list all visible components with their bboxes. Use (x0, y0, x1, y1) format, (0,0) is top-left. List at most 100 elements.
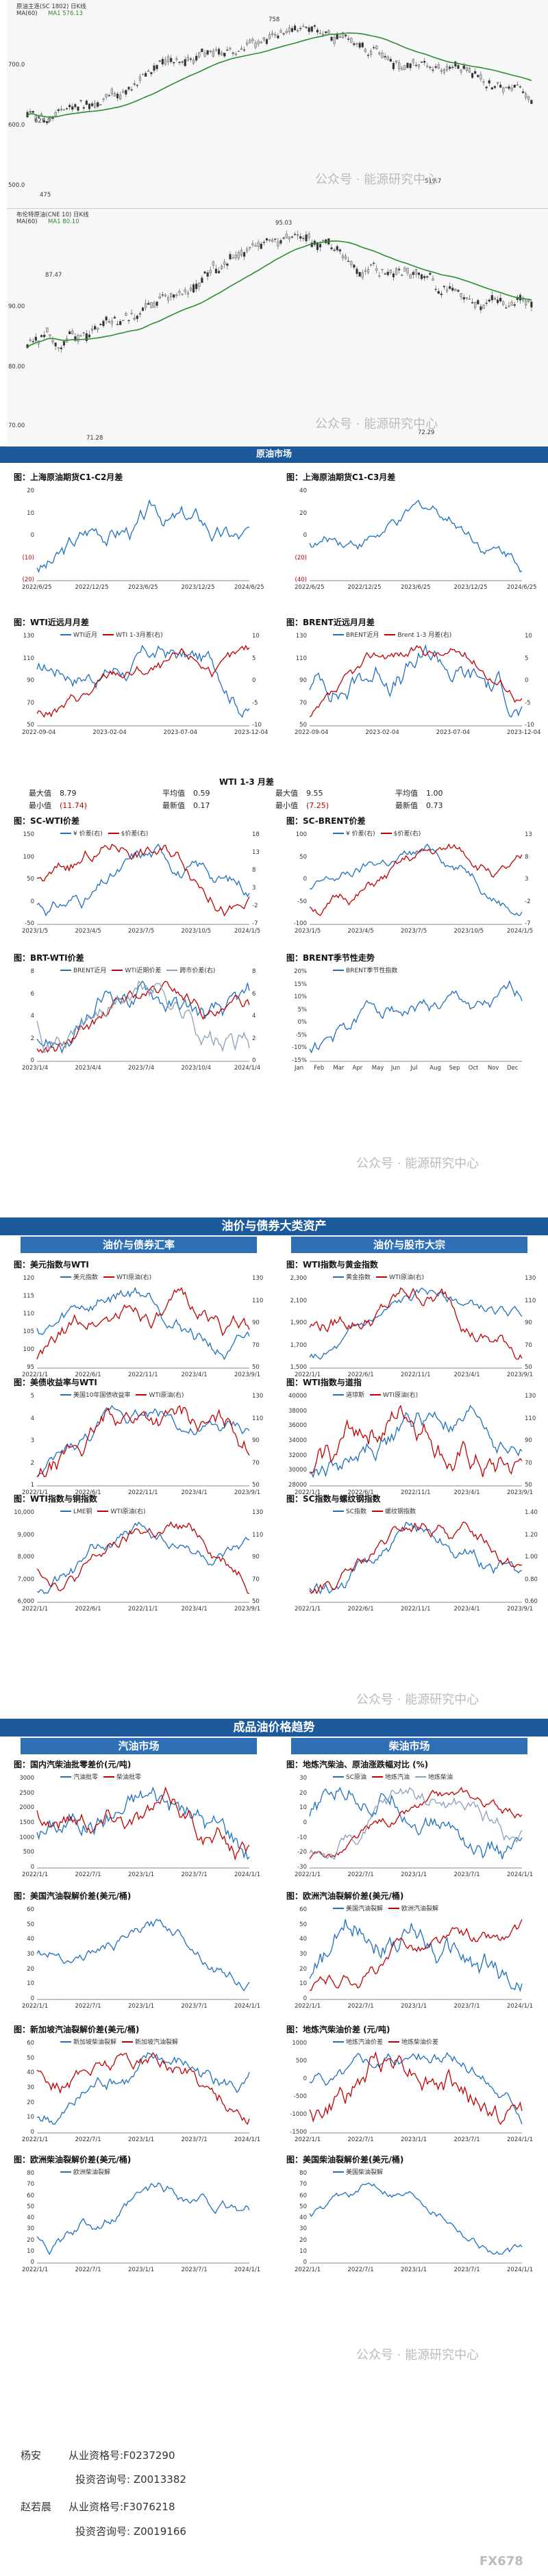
candle-body (94, 103, 97, 108)
legend-swatch (60, 1276, 71, 1278)
stat-value: 0.59 (193, 788, 210, 798)
candle-body (46, 121, 49, 123)
x-tick-label: 2023/4/1 (453, 1372, 480, 1378)
candle-body (192, 60, 195, 64)
y-tick-label: 50 (27, 722, 34, 729)
series-line (309, 843, 523, 916)
candle-body (88, 334, 91, 338)
y2-tick-label: 6 (252, 990, 256, 998)
kline-ma-val: MA1 576.13 (48, 10, 83, 17)
y2-tick-label: 0 (525, 677, 529, 684)
legend-swatch (372, 1776, 383, 1778)
candle-body (386, 56, 389, 60)
x-tick-label: 2022/1/1 (295, 1871, 321, 1878)
candle-body (293, 25, 297, 31)
candle-body (77, 106, 79, 111)
candle-body (214, 49, 218, 51)
legend-swatch (103, 633, 114, 635)
kline2-head: 布伦特原油(CNE 10) 日K线 (16, 212, 89, 218)
candle-body (297, 30, 299, 31)
y-tick-label: 4 (30, 1415, 34, 1422)
candle-body (254, 245, 257, 247)
candle-body (262, 242, 265, 243)
y2-tick-label: 50 (252, 1364, 260, 1371)
candle-body (451, 288, 454, 291)
x-tick-label: 2023/1/1 (401, 2266, 427, 2273)
x-tick-label: 2024/1/1 (507, 1871, 534, 1878)
y-tick-label: 20 (27, 2099, 34, 2106)
y-tick-label: 0 (303, 532, 307, 539)
chart-title: 图：WTI近远月月差 (14, 618, 89, 627)
candle-body (401, 275, 403, 276)
candle-body (440, 293, 443, 295)
chart-plot (36, 1786, 250, 1869)
chart-legend: 道琼斯 WTI原油(右) (327, 1390, 418, 1399)
y-tick-label: 60 (299, 2192, 307, 2199)
candle-body (265, 39, 269, 45)
ma-line (27, 240, 532, 349)
candle-body (381, 53, 384, 58)
candle-body (432, 69, 434, 71)
chart-plot (309, 2182, 523, 2264)
candle-body (60, 347, 62, 349)
legend-swatch (60, 633, 71, 635)
y-tick-label: 34000 (288, 1437, 307, 1444)
candle-body (65, 108, 68, 110)
candle-body (322, 240, 325, 242)
chart-title: 图：欧洲汽油裂解价差(美元/桶) (286, 1891, 404, 1901)
y2-tick-label: 50 (525, 1482, 532, 1489)
legend-swatch (370, 1393, 382, 1396)
candle-body (471, 73, 474, 78)
chart-title: 图：地炼汽柴油、原油涨跌幅对比 (%) (286, 1760, 429, 1769)
x-tick-label: 2023/4/5 (75, 928, 101, 935)
candle-body (201, 48, 203, 53)
chart-title: 图：美债收益率与WTI (14, 1378, 97, 1387)
stats-title: WTI 1-3 月差 (219, 777, 274, 787)
x-tick-label: 2024/1/1 (234, 2136, 261, 2143)
candle-body (369, 51, 373, 55)
candle-body (288, 27, 290, 32)
candle-body (395, 268, 398, 275)
candle-body (242, 49, 246, 51)
y2-tick-label: 90 (525, 1437, 532, 1444)
y-tick-label: 10 (299, 1980, 307, 1988)
candle-body (406, 268, 409, 274)
y-tick-label: -15% (292, 1057, 307, 1064)
candle-body (113, 316, 116, 319)
x-tick-label: 2023/1/1 (401, 2136, 427, 2143)
candle-body (116, 324, 119, 325)
y2-tick-label: 0 (252, 677, 256, 684)
legend-label: 新加坡汽油裂解 (135, 2039, 179, 2046)
y-tick-label: 60 (299, 1906, 307, 1913)
chart-title: 图：地炼汽柴油价差 (元/吨) (286, 2025, 390, 2034)
y-tick-label: -10% (292, 1044, 307, 1052)
candle-body (474, 71, 477, 74)
stat-label: 最新值 (162, 801, 185, 810)
chart-c10: 图：WTI指数与黄金指数 黄金指数 WTI原油(右) 2,300 2,100 1,900 1… (286, 1259, 547, 1389)
legend-label: BRENT近月 (73, 968, 107, 974)
series-line (36, 1521, 250, 1594)
candle-body (451, 66, 454, 68)
chart-title: 图：BRENT季节性走势 (286, 953, 375, 963)
legend-swatch (103, 1776, 115, 1778)
y-tick-label: 20 (27, 488, 34, 494)
stat-value: 1.00 (426, 788, 443, 798)
candle-body (327, 30, 330, 34)
candle-body (519, 86, 522, 88)
candle-body (195, 55, 198, 61)
candle-body (384, 55, 386, 58)
candle-body (333, 249, 336, 251)
x-tick-label: 2023/7/1 (453, 1871, 480, 1878)
y-tick-label: 115 (23, 1293, 34, 1300)
chart-legend: BRENT近月 WTI近期价差 跨市价差(右) (55, 965, 215, 974)
y2-tick-label: -2 (252, 902, 258, 909)
legend-label: WTI原油(右) (116, 1274, 152, 1281)
y2-tick-label: 110 (252, 1531, 264, 1539)
x-tick-label: 2023/1/5 (295, 928, 321, 935)
candle-body (108, 95, 110, 97)
candle-body (90, 328, 94, 331)
legend-swatch (384, 633, 396, 635)
legend-swatch (372, 1510, 383, 1512)
y2-tick-label: 5 (525, 655, 529, 662)
candle-body (166, 56, 170, 62)
